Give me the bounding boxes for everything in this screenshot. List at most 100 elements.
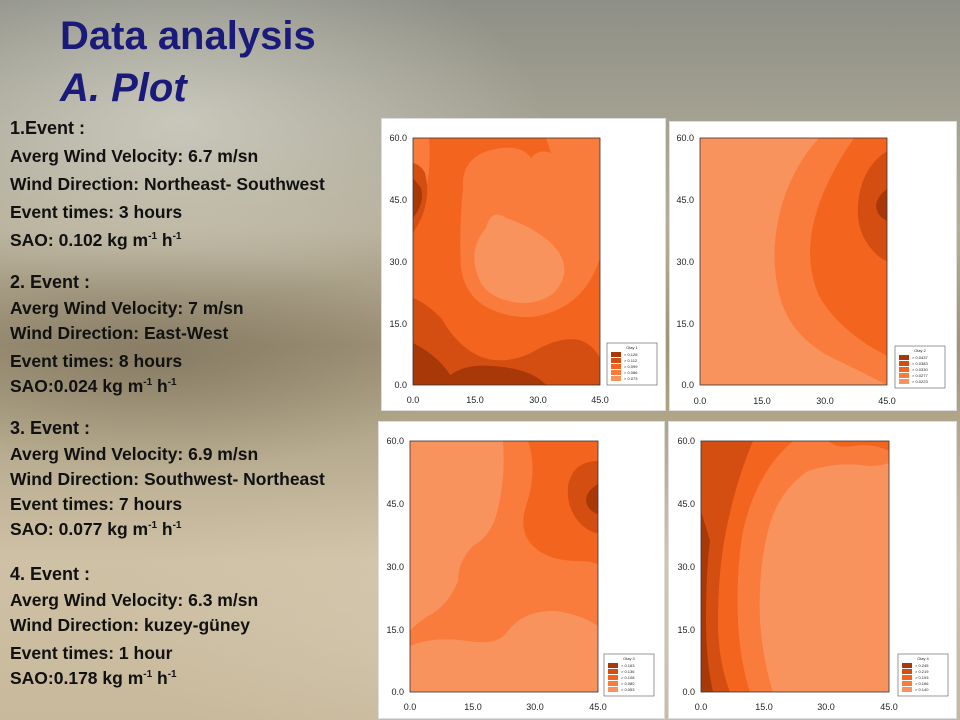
x-tick: 30.0 <box>817 702 835 712</box>
contour-plot-3: 0.0 15.0 30.0 45.0 0.0 15.0 30.0 45.0 60… <box>378 421 665 719</box>
event-direction: Wind Direction: Northeast- Southwest <box>10 174 325 194</box>
contour-fills <box>701 441 889 692</box>
plot-frame <box>409 440 599 693</box>
sao-exp-2: -1 <box>167 669 177 681</box>
event-sao: SAO: 0.077 kg m-1 h-1 <box>10 519 182 539</box>
contour-fills <box>413 138 600 385</box>
legend-level: > 0.0383 <box>912 361 928 366</box>
event-times: Event times: 3 hours <box>10 202 183 222</box>
legend-level: > 0.080 <box>621 681 635 686</box>
event-velocity: Averg Wind Velocity: 6.9 m/sn <box>10 444 259 464</box>
x-axis-ticks: 0.0 15.0 30.0 45.0 <box>695 702 898 712</box>
legend-title: Olay 4 <box>917 656 929 661</box>
y-tick: 45.0 <box>386 499 404 509</box>
sao-exp-2: -1 <box>167 377 177 389</box>
legend-level: > 0.136 <box>621 669 635 674</box>
y-tick: 0.0 <box>394 380 407 390</box>
x-tick: 15.0 <box>753 396 771 406</box>
x-axis-ticks: 0.0 15.0 30.0 45.0 <box>404 702 607 712</box>
plot-frame <box>700 440 890 693</box>
y-tick: 45.0 <box>389 195 407 205</box>
x-tick: 15.0 <box>466 395 484 405</box>
legend-level: > 0.0223 <box>912 379 928 384</box>
sao-unit-h: h <box>157 519 173 539</box>
y-axis-ticks: 0.0 15.0 30.0 45.0 60.0 <box>386 436 404 697</box>
contour-plot-1: 0.0 15.0 30.0 45.0 0.0 15.0 30.0 45.0 60… <box>381 118 666 411</box>
contour-fills <box>410 441 598 692</box>
sao-value: SAO:0.024 kg m <box>10 376 144 396</box>
event-heading: 2. Event : <box>10 272 91 292</box>
y-axis-ticks: 0.0 15.0 30.0 45.0 60.0 <box>389 133 407 390</box>
x-tick: 0.0 <box>407 395 420 405</box>
plot-frame <box>412 137 601 386</box>
sao-exp-1: -1 <box>148 231 158 243</box>
slide-subtitle: A. Plot <box>60 66 187 110</box>
x-tick: 30.0 <box>816 396 834 406</box>
event-direction: Wind Direction: Southwest- Northeast <box>10 469 325 489</box>
event-heading: 1.Event : <box>10 118 86 138</box>
y-tick: 60.0 <box>676 133 694 143</box>
legend-title: Olay 2 <box>914 348 926 353</box>
plot-legend: Olay 1 > 0.126 > 0.112 > 0.099 > 0.086 >… <box>606 342 658 386</box>
legend-level: > 0.245 <box>915 663 929 668</box>
x-tick: 0.0 <box>404 702 417 712</box>
contour-plot-2: 0.0 15.0 30.0 45.0 0.0 15.0 30.0 45.0 60… <box>669 121 957 411</box>
legend-level: > 0.163 <box>621 663 635 668</box>
plot-legend: Olay 4 > 0.245 > 0.219 > 0.193 > 0.166 >… <box>897 653 949 697</box>
event-velocity: Averg Wind Velocity: 6.7 m/sn <box>10 146 259 166</box>
y-tick: 15.0 <box>677 625 695 635</box>
event-sao: SAO: 0.102 kg m-1 h-1 <box>10 230 182 250</box>
legend-level: > 0.166 <box>915 681 929 686</box>
event-direction: Wind Direction: kuzey-güney <box>10 615 251 635</box>
legend-title: Olay 1 <box>626 345 638 350</box>
x-tick: 45.0 <box>589 702 607 712</box>
event-times: Event times: 7 hours <box>10 494 183 514</box>
legend-level: > 0.219 <box>915 669 929 674</box>
x-tick: 45.0 <box>591 395 609 405</box>
x-tick: 0.0 <box>694 396 707 406</box>
event-heading: 3. Event : <box>10 418 91 438</box>
legend-level: > 0.086 <box>624 370 638 375</box>
sao-exp-1: -1 <box>148 520 158 532</box>
y-tick: 30.0 <box>676 257 694 267</box>
x-tick: 30.0 <box>529 395 547 405</box>
x-axis-ticks: 0.0 15.0 30.0 45.0 <box>407 395 609 405</box>
y-tick: 15.0 <box>386 625 404 635</box>
y-tick: 30.0 <box>677 562 695 572</box>
y-tick: 60.0 <box>389 133 407 143</box>
contour-plot-3-svg: 0.0 15.0 30.0 45.0 0.0 15.0 30.0 45.0 60… <box>386 436 655 712</box>
sao-exp-1: -1 <box>143 669 153 681</box>
plot-legend: Olay 2 > 0.0437 > 0.0383 > 0.0330 > 0.02… <box>894 345 946 389</box>
legend-level: > 0.053 <box>621 687 635 692</box>
event-direction: Wind Direction: East-West <box>10 323 229 343</box>
x-tick: 15.0 <box>755 702 773 712</box>
sao-exp-2: -1 <box>172 231 182 243</box>
y-tick: 45.0 <box>676 195 694 205</box>
y-tick: 0.0 <box>681 380 694 390</box>
contour-fills <box>700 138 887 385</box>
x-axis-ticks: 0.0 15.0 30.0 45.0 <box>694 396 896 406</box>
event-sao: SAO:0.024 kg m-1 h-1 <box>10 376 177 396</box>
sao-value: SAO:0.178 kg m <box>10 668 144 688</box>
sao-exp-2: -1 <box>172 520 182 532</box>
event-times: Event times: 1 hour <box>10 643 173 663</box>
y-tick: 30.0 <box>386 562 404 572</box>
x-tick: 15.0 <box>464 702 482 712</box>
legend-level: > 0.126 <box>624 352 638 357</box>
y-axis-ticks: 0.0 15.0 30.0 45.0 60.0 <box>676 133 694 390</box>
sao-value: SAO: 0.102 kg m <box>10 230 149 250</box>
legend-level: > 0.193 <box>915 675 929 680</box>
y-tick: 0.0 <box>682 687 695 697</box>
legend-title: Olay 3 <box>623 656 635 661</box>
sao-unit-h: h <box>157 230 173 250</box>
legend-level: > 0.0330 <box>912 367 928 372</box>
y-tick: 60.0 <box>677 436 695 446</box>
event-heading: 4. Event : <box>10 564 91 584</box>
y-tick: 15.0 <box>389 319 407 329</box>
legend-level: > 0.140 <box>915 687 929 692</box>
y-tick: 60.0 <box>386 436 404 446</box>
legend-level: > 0.073 <box>624 376 638 381</box>
sao-unit-h: h <box>152 668 168 688</box>
plot-legend: Olay 3 > 0.163 > 0.136 > 0.108 > 0.080 >… <box>603 653 655 697</box>
contour-plot-1-svg: 0.0 15.0 30.0 45.0 0.0 15.0 30.0 45.0 60… <box>389 133 658 405</box>
